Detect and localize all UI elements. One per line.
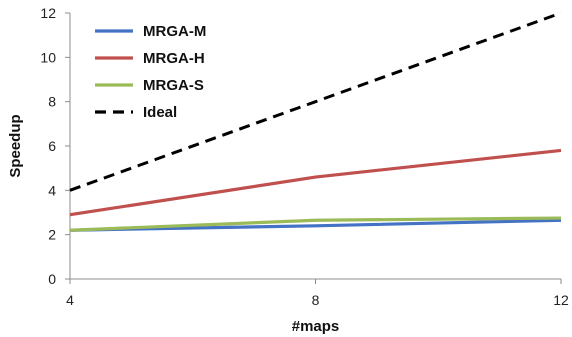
- x-tick-label: 8: [312, 292, 320, 308]
- legend-label-mrga-h: MRGA-H: [143, 50, 205, 67]
- legend-label-mrga-m: MRGA-M: [143, 23, 206, 40]
- legend: MRGA-M MRGA-H MRGA-S Ideal: [95, 23, 206, 121]
- x-tick-label: 12: [553, 292, 569, 308]
- series-line-mrga-h: [69, 148, 562, 217]
- series-line-ideal: [69, 11, 562, 192]
- y-tick-label: 12: [40, 5, 56, 21]
- legend-label-ideal: Ideal: [143, 104, 177, 121]
- x-tick-labels: 4 8 12: [66, 279, 569, 308]
- y-tick-label: 2: [48, 227, 56, 243]
- y-tick-label: 0: [48, 271, 56, 287]
- x-axis-title: #maps: [292, 318, 340, 335]
- y-tick-label: 10: [40, 49, 56, 65]
- y-tick-label: 4: [48, 182, 56, 198]
- series-lines: [69, 11, 562, 232]
- x-tick-label: 4: [66, 292, 74, 308]
- legend-label-mrga-s: MRGA-S: [143, 77, 204, 94]
- series-line-mrga-m: [69, 218, 562, 232]
- series-line-mrga-s: [69, 216, 562, 232]
- y-tick-label: 8: [48, 94, 56, 110]
- y-axis-title: Speedup: [7, 114, 24, 177]
- y-tick-labels: 0 2 4 6 8 10 12: [40, 5, 70, 287]
- y-tick-label: 6: [48, 138, 56, 154]
